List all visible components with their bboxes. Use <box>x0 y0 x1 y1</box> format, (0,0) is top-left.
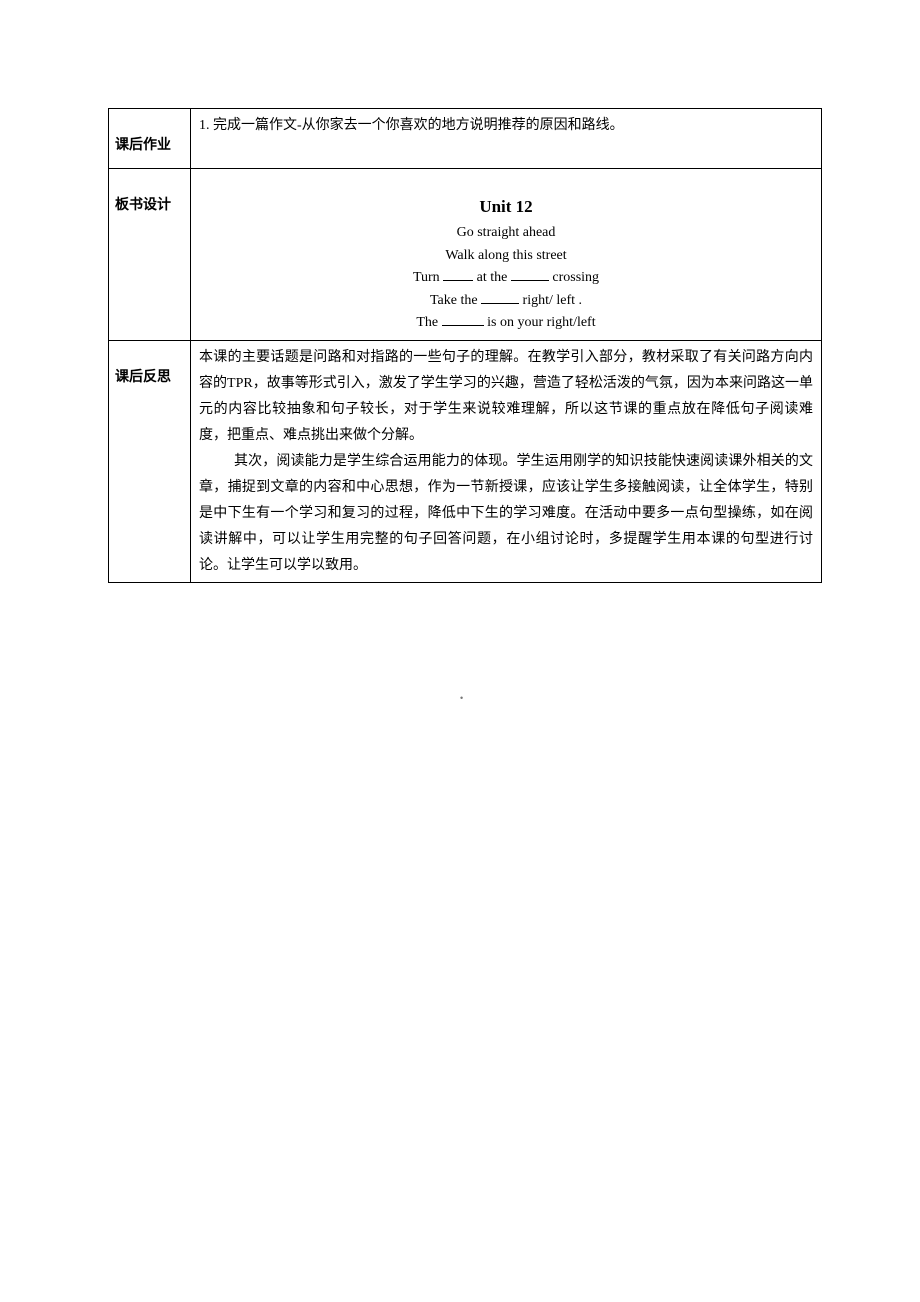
label-reflection: 课后反思 <box>109 341 191 583</box>
reflection-p2: 其次，阅读能力是学生综合运用能力的体现。学生运用刚学的知识技能快速阅读课外相关的… <box>199 449 813 578</box>
label-homework: 课后作业 <box>109 109 191 169</box>
the-pre: The <box>416 315 438 330</box>
turn-post: crossing <box>552 270 599 285</box>
board-line-the: The is on your right/left <box>199 312 813 334</box>
board-line-2: Walk along this street <box>199 245 813 267</box>
board-line-take: Take the right/ left . <box>199 290 813 312</box>
content-reflection: 本课的主要话题是问路和对指路的一些句子的理解。在教学引入部分，教材采取了有关问路… <box>191 341 822 583</box>
footer-mark: • <box>460 690 463 707</box>
row-reflection: 课后反思 本课的主要话题是问路和对指路的一些句子的理解。在教学引入部分，教材采取… <box>109 341 822 583</box>
row-homework: 课后作业 1. 完成一篇作文-从你家去一个你喜欢的地方说明推荐的原因和路线。 <box>109 109 822 169</box>
board-line-1: Go straight ahead <box>199 222 813 244</box>
board-line-turn: Turn at the crossing <box>199 267 813 289</box>
turn-pre: Turn <box>413 270 440 285</box>
unit-title: Unit 12 <box>199 173 813 222</box>
blank-3 <box>481 290 519 304</box>
row-board-design: 板书设计 Unit 12 Go straight ahead Walk alon… <box>109 169 822 341</box>
take-post: right/ left . <box>523 293 583 308</box>
blank-1 <box>443 267 473 281</box>
reflection-p1: 本课的主要话题是问路和对指路的一些句子的理解。在教学引入部分，教材采取了有关问路… <box>199 345 813 449</box>
blank-2 <box>511 267 549 281</box>
take-pre: Take the <box>430 293 478 308</box>
content-board-design: Unit 12 Go straight ahead Walk along thi… <box>191 169 822 341</box>
the-post: is on your right/left <box>487 315 596 330</box>
blank-4 <box>442 312 484 326</box>
lesson-plan-table: 课后作业 1. 完成一篇作文-从你家去一个你喜欢的地方说明推荐的原因和路线。 板… <box>108 108 822 583</box>
label-board-design: 板书设计 <box>109 169 191 341</box>
content-homework: 1. 完成一篇作文-从你家去一个你喜欢的地方说明推荐的原因和路线。 <box>191 109 822 169</box>
turn-mid: at the <box>477 270 508 285</box>
